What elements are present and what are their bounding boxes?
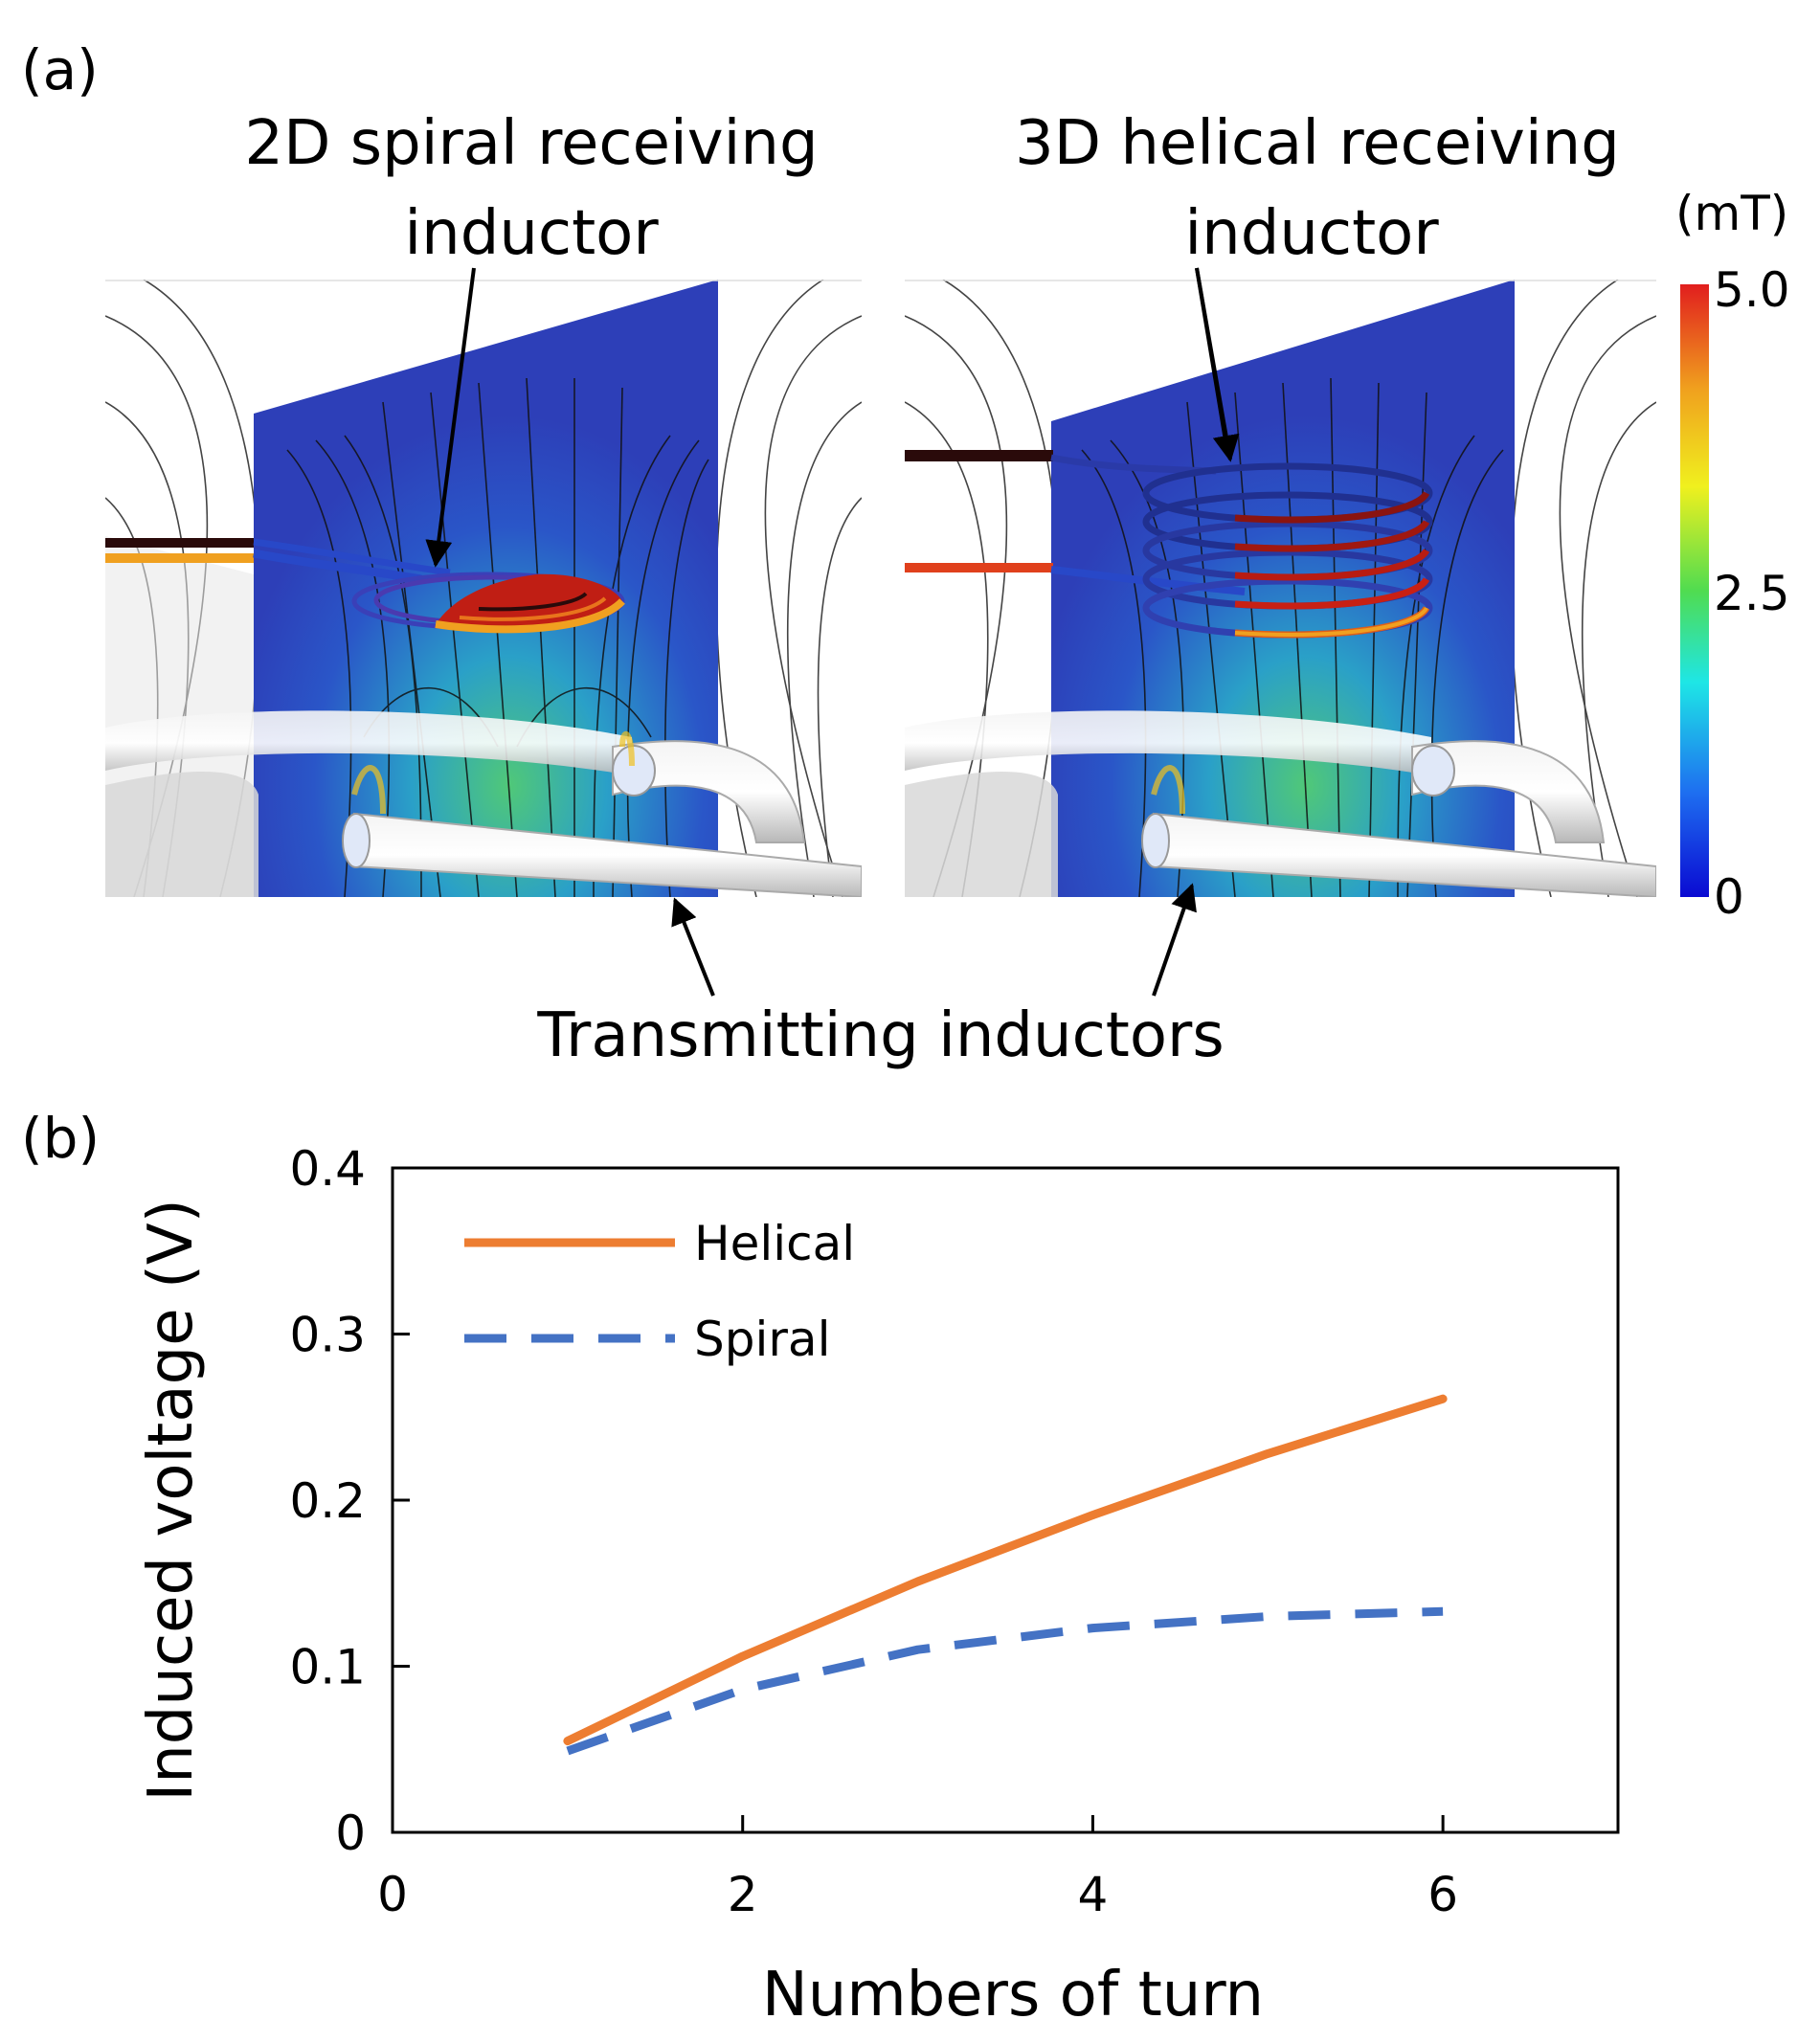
y-tick-label: 0.2 xyxy=(289,1473,366,1529)
left-title-line2: inductor xyxy=(404,198,659,269)
colorbar-unit: (mT) xyxy=(1675,186,1789,241)
legend-label-helical: Helical xyxy=(694,1216,855,1271)
x-tick-label: 2 xyxy=(728,1867,758,1922)
plot-area xyxy=(391,1166,1620,1834)
colorbar-min-label: 0 xyxy=(1714,869,1744,925)
transmitting-label: Transmitting inductors xyxy=(537,1000,1225,1071)
legend-label-spiral: Spiral xyxy=(694,1312,830,1367)
y-axis-label: Induced voltage (V) xyxy=(136,1199,207,1801)
transmit-arrow-right xyxy=(1152,883,1197,997)
transmit-arrow-left xyxy=(671,897,715,997)
y-tick-label: 0 xyxy=(335,1806,366,1861)
x-tick-label: 4 xyxy=(1078,1867,1109,1922)
x-tick-label: 0 xyxy=(377,1867,408,1922)
induced-voltage-chart: 0 0.1 0.2 0.3 0.4 0 2 4 6 Helical Spiral Induced… xyxy=(136,1141,1620,2031)
helical-simulation xyxy=(905,280,1656,897)
y-tick-label: 0.4 xyxy=(289,1141,366,1197)
helical-arrow-2 xyxy=(1195,267,1227,441)
x-axis-label: Numbers of turn xyxy=(762,1960,1264,2031)
spiral-arrow xyxy=(425,267,476,568)
x-tick-label: 6 xyxy=(1427,1867,1458,1922)
series-line-helical xyxy=(563,1394,1448,1746)
colorbar-max-label: 5.0 xyxy=(1714,262,1790,318)
panel-a-label: (a) xyxy=(21,37,99,102)
spiral-simulation xyxy=(105,280,862,897)
left-title-line1: 2D spiral receiving xyxy=(244,108,819,179)
right-title-line1: 3D helical receiving xyxy=(1015,108,1620,179)
y-tick-label: 0.1 xyxy=(289,1640,366,1695)
y-tick-label: 0.3 xyxy=(289,1308,366,1363)
panel-b-label: (b) xyxy=(21,1106,101,1171)
series-line-spiral xyxy=(566,1606,1444,1756)
colorbar-mid-label: 2.5 xyxy=(1714,566,1790,621)
simulation-figure xyxy=(105,267,1709,997)
right-title-line2: inductor xyxy=(1184,198,1439,269)
colorbar xyxy=(1680,284,1709,897)
